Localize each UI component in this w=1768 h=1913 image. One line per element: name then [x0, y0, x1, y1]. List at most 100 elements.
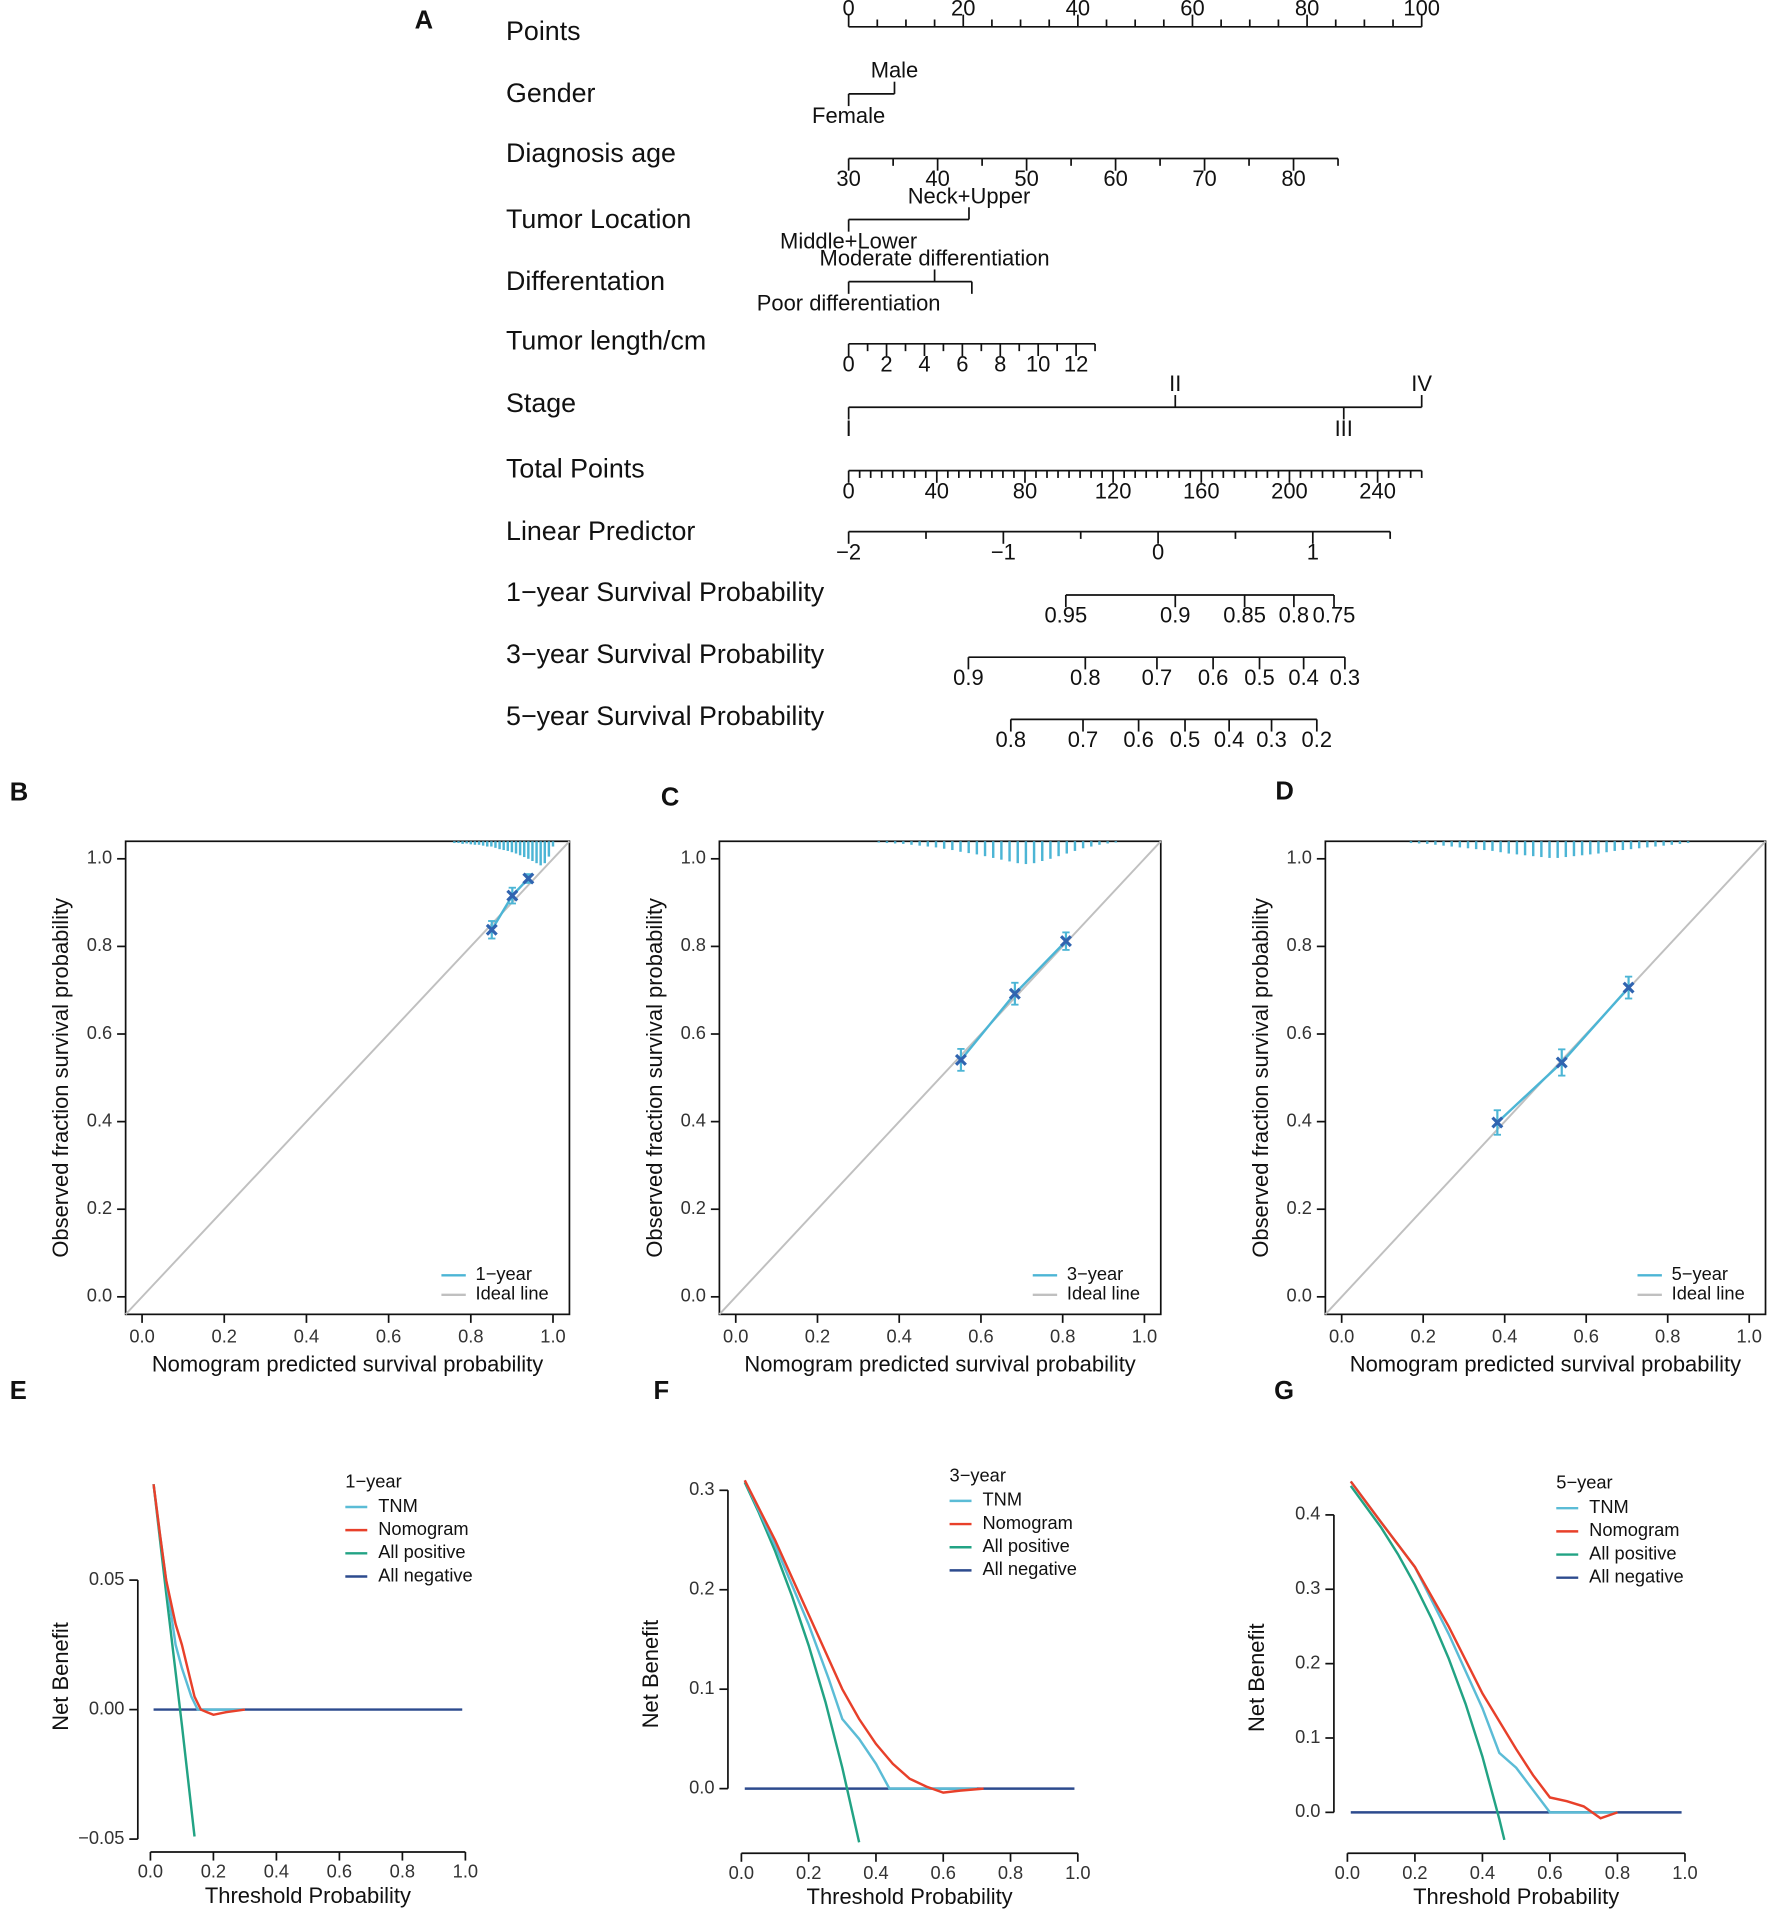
- tick-label: 0.4: [1288, 665, 1318, 690]
- tick-label: 40: [925, 166, 949, 191]
- legend-title: 3−year: [950, 1464, 1006, 1485]
- y-tick-label: 0.1: [1295, 1726, 1320, 1747]
- y-tick-label: 0.2: [1287, 1197, 1312, 1218]
- panel-letter: C: [661, 783, 679, 811]
- row-label: Tumor length/cm: [506, 326, 706, 356]
- tick-label: 0.9: [1160, 603, 1191, 628]
- legend-label: All negative: [378, 1564, 472, 1585]
- tick-label: 0.6: [1123, 727, 1154, 752]
- tick-label: 40: [1066, 0, 1090, 21]
- y-tick-label: 1.0: [1287, 847, 1312, 868]
- y-tick-label: 0.8: [681, 934, 706, 955]
- x-tick-label: 0.2: [805, 1325, 830, 1346]
- x-tick-label: 0.0: [129, 1325, 154, 1346]
- tick-label: 20: [951, 0, 975, 21]
- tick-label: 50: [1014, 166, 1038, 191]
- tick-label: 0.8: [1070, 665, 1101, 690]
- row-label: 5−year Survival Probability: [506, 701, 825, 731]
- legend-label: Nomogram: [378, 1518, 468, 1539]
- legend-label: 1−year: [476, 1263, 532, 1284]
- x-tick-label: 0.8: [998, 1862, 1023, 1883]
- y-tick-label: 1.0: [87, 847, 112, 868]
- x-tick-label: 0.2: [201, 1861, 226, 1882]
- point-marker: [1622, 981, 1635, 994]
- x-axis-label: Threshold Probability: [1413, 1884, 1619, 1909]
- y-tick-label: 0.4: [87, 1109, 112, 1130]
- y-tick-label: 0.6: [681, 1022, 706, 1043]
- panel-letter: F: [654, 1377, 670, 1405]
- row-label: Differentation: [506, 266, 665, 296]
- legend-label: 5−year: [1672, 1263, 1728, 1284]
- level-label: Male: [871, 58, 919, 83]
- x-tick-label: 0.0: [729, 1862, 754, 1883]
- tick-label: 0.5: [1244, 665, 1274, 690]
- legend-label: TNM: [982, 1489, 1022, 1510]
- x-tick-label: 0.4: [1492, 1325, 1517, 1346]
- x-tick-label: 0.6: [931, 1862, 956, 1883]
- x-axis-label: Threshold Probability: [807, 1884, 1013, 1909]
- legend-label: Ideal line: [1067, 1283, 1140, 1304]
- tick-label: 160: [1183, 478, 1220, 503]
- legend-label: 3−year: [1067, 1263, 1123, 1284]
- tick-label: 1: [1307, 539, 1319, 564]
- tick-label: 0.7: [1142, 665, 1173, 690]
- tick-label: 0.4: [1214, 727, 1245, 752]
- y-tick-label: 0.0: [1287, 1285, 1312, 1306]
- y-tick-label: 0.0: [681, 1285, 706, 1306]
- tick-label: 0.5: [1170, 727, 1201, 752]
- tick-label: 2: [880, 352, 892, 377]
- net-benefit-line: [152, 1484, 246, 1717]
- y-tick-label: 0.2: [87, 1197, 112, 1218]
- tick-label: 0.8: [996, 727, 1027, 752]
- x-tick-label: 1.0: [453, 1861, 478, 1882]
- plot-box: [124, 840, 571, 1316]
- level-label: Female: [812, 103, 885, 128]
- legend-label: Ideal line: [1672, 1283, 1745, 1304]
- x-tick-label: 1.0: [1065, 1862, 1090, 1883]
- row-label: Diagnosis age: [506, 138, 676, 168]
- y-axis-label: Net Benefit: [638, 1620, 663, 1729]
- panel-letter: A: [415, 7, 433, 35]
- y-axis-label: Observed fraction survival probability: [642, 898, 667, 1258]
- tick-label: 80: [1013, 478, 1037, 503]
- tick-label: 0: [843, 478, 855, 503]
- y-tick-label: −0.05: [78, 1827, 124, 1848]
- tick-label: 200: [1271, 478, 1308, 503]
- y-axis-label: Net Benefit: [48, 1622, 73, 1731]
- x-tick-label: 0.4: [863, 1862, 888, 1883]
- tick-label: 0: [843, 352, 855, 377]
- level-label: II: [1169, 371, 1181, 396]
- x-tick-label: 0.2: [1410, 1325, 1435, 1346]
- x-tick-label: 0.8: [390, 1861, 415, 1882]
- x-tick-label: 0.4: [887, 1325, 912, 1346]
- row-label: Tumor Location: [506, 204, 691, 234]
- tick-label: 100: [1403, 0, 1440, 21]
- tick-label: 10: [1026, 352, 1050, 377]
- y-axis-label: Observed fraction survival probability: [48, 898, 73, 1258]
- y-tick-label: 0.2: [681, 1197, 706, 1218]
- plot-box: [1324, 840, 1767, 1316]
- net-benefit-line: [1349, 1485, 1506, 1841]
- tick-label: −2: [836, 539, 861, 564]
- y-tick-label: 0.8: [87, 934, 112, 955]
- row-label: Linear Predictor: [506, 516, 695, 546]
- panel-letter: E: [10, 1377, 27, 1405]
- net-benefit-line: [743, 1479, 977, 1790]
- calibration-line: [1496, 986, 1630, 1124]
- y-tick-label: 0.3: [1295, 1577, 1320, 1598]
- x-axis-label: Nomogram predicted survival probability: [1350, 1351, 1741, 1376]
- panel-letter: B: [10, 778, 28, 806]
- legend-label: All negative: [1589, 1566, 1683, 1587]
- tick-label: 0.9: [953, 665, 984, 690]
- y-axis-label: Net Benefit: [1244, 1623, 1269, 1732]
- plot-box: [718, 840, 1162, 1316]
- y-tick-label: 0.6: [87, 1022, 112, 1043]
- y-tick-label: 0.0: [87, 1285, 112, 1306]
- tick-label: 40: [925, 478, 949, 503]
- x-tick-label: 0.8: [458, 1325, 483, 1346]
- level-label: Middle+Lower: [780, 228, 917, 253]
- x-tick-label: 0.6: [1537, 1862, 1562, 1883]
- tick-label: 80: [1281, 166, 1305, 191]
